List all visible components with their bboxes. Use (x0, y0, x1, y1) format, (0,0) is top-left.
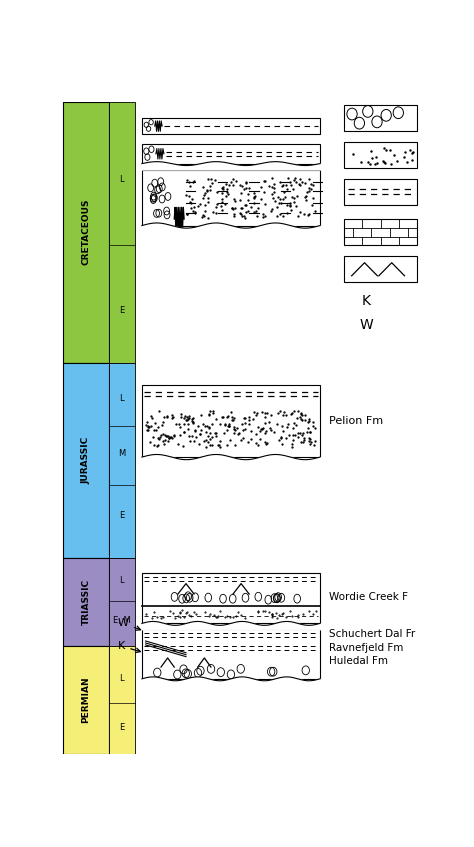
Text: W: W (118, 618, 141, 630)
Bar (142, 573, 320, 623)
Bar (344, 256, 418, 282)
Text: L: L (119, 175, 124, 185)
Bar (344, 142, 418, 169)
Bar (142, 385, 320, 457)
Bar (109, 363, 135, 558)
Text: Ravnefjeld Fm: Ravnefjeld Fm (329, 643, 404, 653)
Text: M: M (118, 449, 125, 458)
Bar (109, 646, 135, 754)
Bar (63, 363, 109, 558)
Text: TRIASSIC: TRIASSIC (82, 579, 91, 625)
Text: Wordie Creek F: Wordie Creek F (329, 592, 408, 602)
Bar (142, 170, 320, 225)
Text: L: L (119, 674, 124, 684)
Text: Huledal Fm: Huledal Fm (329, 656, 388, 666)
Text: Pelion Fm: Pelion Fm (329, 416, 383, 426)
Text: Schuchert Dal Fr: Schuchert Dal Fr (329, 629, 416, 639)
Bar (63, 646, 109, 754)
Bar (109, 558, 135, 646)
Text: CRETACEOUS: CRETACEOUS (82, 199, 91, 265)
Text: L: L (119, 577, 124, 585)
Text: E: E (119, 512, 124, 520)
Bar (63, 558, 109, 646)
Bar (109, 102, 135, 363)
Bar (344, 105, 418, 131)
Text: JURASSIC: JURASSIC (82, 437, 91, 484)
Text: K: K (362, 294, 371, 307)
Text: W: W (359, 318, 373, 332)
Text: E: E (119, 723, 124, 733)
Bar (142, 628, 320, 678)
Bar (142, 144, 320, 163)
Bar (63, 102, 109, 363)
Bar (344, 179, 418, 205)
Text: E, M: E, M (113, 616, 130, 624)
Text: PERMIAN: PERMIAN (82, 677, 91, 723)
Bar (344, 219, 418, 245)
Text: E: E (119, 306, 124, 315)
Bar (142, 118, 320, 134)
Text: L: L (119, 394, 124, 403)
Text: K: K (118, 641, 140, 652)
